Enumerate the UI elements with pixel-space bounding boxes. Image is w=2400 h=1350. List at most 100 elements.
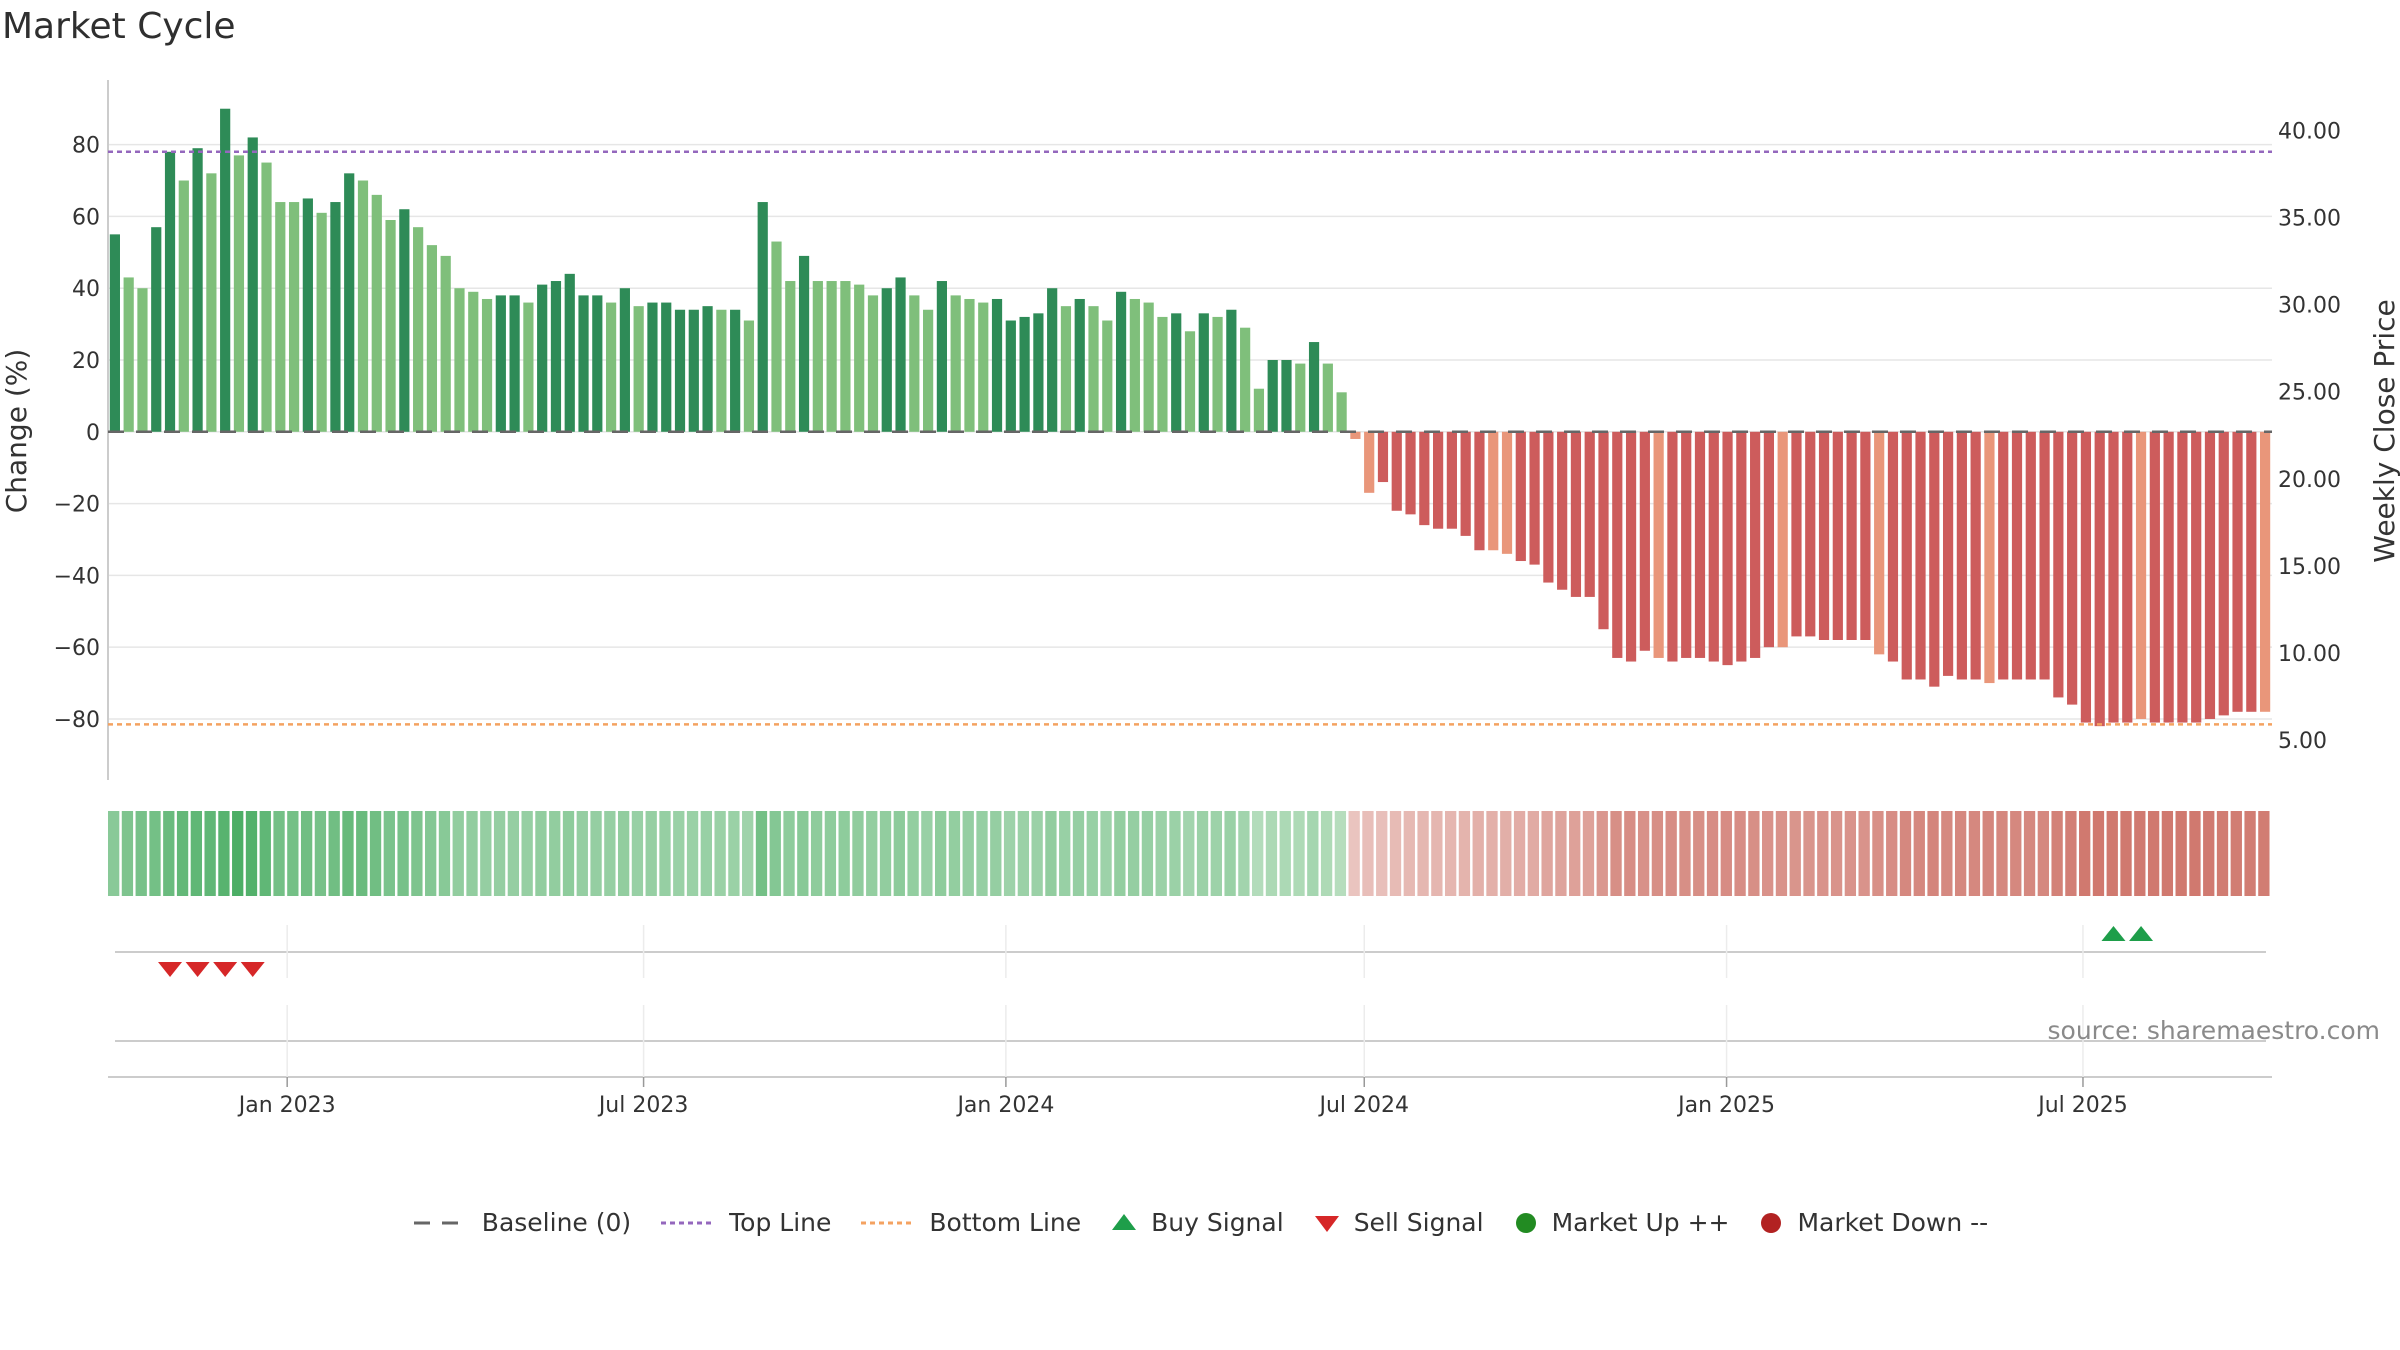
change-bar	[909, 295, 920, 432]
heat-cell	[1927, 811, 1939, 896]
y-tick-label: 60	[72, 205, 100, 230]
heat-cell	[452, 811, 464, 896]
legend-item-market-down: Market Down --	[1757, 1208, 1988, 1237]
change-bar	[1047, 288, 1058, 432]
heat-cell	[328, 811, 340, 896]
heat-cell	[1072, 811, 1085, 896]
change-bar	[785, 281, 796, 432]
change-bar	[1557, 431, 1568, 590]
heat-cell	[769, 811, 781, 896]
change-bar	[371, 194, 382, 432]
change-bar	[1639, 431, 1650, 651]
heat-cell	[549, 811, 561, 896]
change-bar	[1157, 316, 1168, 432]
heat-cell	[1114, 811, 1126, 896]
change-bar	[261, 162, 272, 432]
heat-cell	[2258, 811, 2270, 896]
change-bar	[178, 180, 189, 432]
heat-cell	[2023, 811, 2036, 896]
change-bar	[123, 277, 134, 432]
change-bar	[840, 281, 851, 432]
change-bar	[151, 227, 162, 432]
heat-cell	[686, 811, 699, 896]
heat-cell	[1734, 811, 1746, 896]
heat-cell	[1045, 811, 1057, 896]
legend-label: Market Up ++	[1551, 1208, 1730, 1237]
heat-cell	[755, 811, 768, 896]
heat-cell	[1155, 811, 1167, 896]
heat-cell	[1569, 811, 1581, 896]
y2-tick-label: 35.00	[2278, 207, 2341, 232]
heat-cell	[700, 811, 712, 896]
heat-cell	[480, 811, 492, 896]
change-bar	[330, 202, 341, 432]
sell-signal-marker	[158, 962, 183, 977]
change-bar	[1929, 431, 1940, 687]
change-bar	[1887, 431, 1899, 662]
change-bar	[1129, 298, 1140, 432]
change-bar	[1901, 431, 1912, 680]
heat-cell	[383, 811, 395, 896]
heat-cell	[590, 811, 602, 896]
change-bar	[798, 255, 810, 432]
heat-cell	[1031, 811, 1043, 896]
change-bar	[288, 202, 300, 432]
heat-cell	[838, 811, 850, 896]
heat-cell	[1293, 811, 1305, 896]
heat-cell	[1679, 811, 1691, 896]
heat-cell	[866, 811, 878, 896]
change-bar	[2108, 431, 2119, 723]
y-axis-title: Change (%)	[0, 349, 33, 514]
change-bar	[592, 295, 603, 432]
change-bar	[275, 202, 286, 432]
change-bar	[950, 295, 961, 432]
heat-cell	[2120, 811, 2132, 896]
change-bar	[468, 291, 479, 432]
y-tick-label: 0	[86, 421, 100, 446]
x-tick-label: Jan 2025	[1676, 1093, 1775, 1118]
change-bar	[812, 281, 823, 432]
heat-cell	[1913, 811, 1925, 896]
change-bar	[1446, 431, 1457, 529]
y2-tick-label: 30.00	[2278, 294, 2341, 319]
heat-cell	[259, 811, 271, 896]
heat-cell	[108, 811, 120, 896]
change-bar	[2122, 431, 2133, 723]
change-bar	[233, 155, 245, 432]
heat-cell	[314, 811, 327, 896]
heat-cell	[1941, 811, 1953, 896]
change-bar	[1736, 431, 1747, 662]
legend-item-market-up: Market Up ++	[1512, 1208, 1730, 1237]
y-tick-label: −20	[54, 493, 100, 518]
change-bar	[1433, 431, 1444, 529]
change-bar	[1860, 431, 1871, 640]
change-bar	[537, 284, 548, 432]
change-bar	[1543, 431, 1554, 583]
heat-cell	[1183, 811, 1195, 896]
heat-cell	[1886, 811, 1898, 896]
heat-cell	[1899, 811, 1912, 896]
change-bar	[578, 295, 589, 432]
change-bar	[1653, 431, 1664, 658]
change-bar	[1970, 431, 1981, 680]
change-bar	[2135, 431, 2147, 719]
change-bar	[1336, 392, 1347, 432]
heat-cell	[190, 811, 203, 896]
change-bar	[1391, 431, 1402, 511]
change-bar	[895, 277, 906, 432]
change-bar	[647, 302, 658, 432]
change-bar	[192, 148, 203, 432]
heat-cell	[411, 811, 423, 896]
change-bar	[1267, 360, 1278, 432]
buy-signal-marker	[2101, 926, 2126, 941]
legend-item-baseline: Baseline (0)	[412, 1208, 631, 1237]
change-bar	[1694, 431, 1706, 658]
circle-icon	[1515, 1212, 1536, 1233]
change-bar	[1818, 431, 1830, 640]
change-bar	[1529, 431, 1540, 565]
change-bar	[550, 281, 562, 432]
change-bar	[2039, 431, 2050, 680]
heat-cell	[962, 811, 974, 896]
circle-icon	[1761, 1212, 1782, 1233]
main-axes	[107, 80, 2272, 1078]
